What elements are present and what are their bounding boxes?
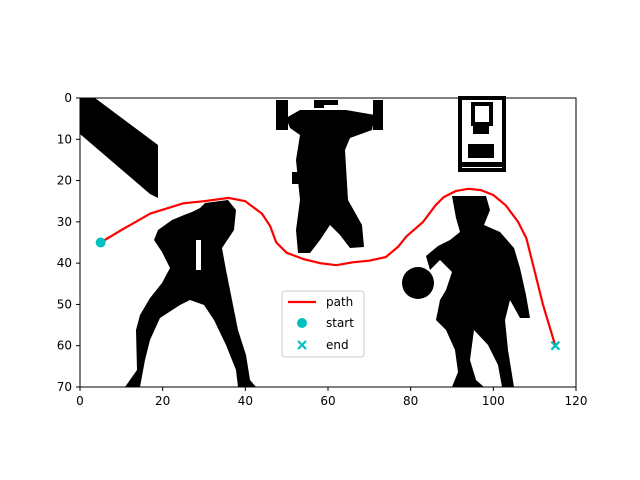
- axes: 0 20 40 60 80 100 120 0 10 20 30 40 50 60 70: [57, 91, 588, 408]
- x-tick-label: 120: [565, 394, 588, 408]
- x-tick-label: 20: [155, 394, 170, 408]
- map-obstacle-figure-right: [402, 196, 530, 387]
- end-marker: [550, 340, 561, 351]
- legend: path start end: [281, 290, 365, 358]
- map-obstacle-figure-center: [276, 100, 383, 253]
- x-marker-stroke: [297, 340, 307, 350]
- path-line: [99, 187, 557, 347]
- x-tick-label: 80: [403, 394, 418, 408]
- x-tick-label: 40: [238, 394, 253, 408]
- series-layer: [95, 187, 561, 351]
- x-tick-label: 0: [76, 394, 84, 408]
- y-tick-label: 0: [64, 91, 72, 105]
- legend-label-start: start: [326, 316, 354, 330]
- y-tick-label: 70: [57, 380, 72, 394]
- y-tick-label: 30: [57, 215, 72, 229]
- y-axis: 0 10 20 30 40 50 60 70: [57, 91, 80, 394]
- map-obstacle-figure-left: [125, 200, 256, 387]
- start-marker: [95, 237, 106, 248]
- y-tick-label: 10: [57, 132, 72, 146]
- x-tick-label: 100: [482, 394, 505, 408]
- y-tick-label: 40: [57, 256, 72, 270]
- legend-label-path: path: [326, 295, 353, 309]
- x-axis: 0 20 40 60 80 100 120: [76, 387, 587, 408]
- legend-swatch-start: [297, 318, 307, 328]
- y-tick-label: 20: [57, 174, 72, 188]
- legend-label-end: end: [326, 338, 349, 352]
- map-obstacle-diagonal-bar: [80, 98, 158, 198]
- x-tick-label: 60: [320, 394, 335, 408]
- legend-box: [281, 290, 365, 358]
- legend-swatch-end: [297, 340, 307, 350]
- y-tick-label: 50: [57, 297, 72, 311]
- y-tick-label: 60: [57, 339, 72, 353]
- x-marker-stroke: [550, 340, 561, 351]
